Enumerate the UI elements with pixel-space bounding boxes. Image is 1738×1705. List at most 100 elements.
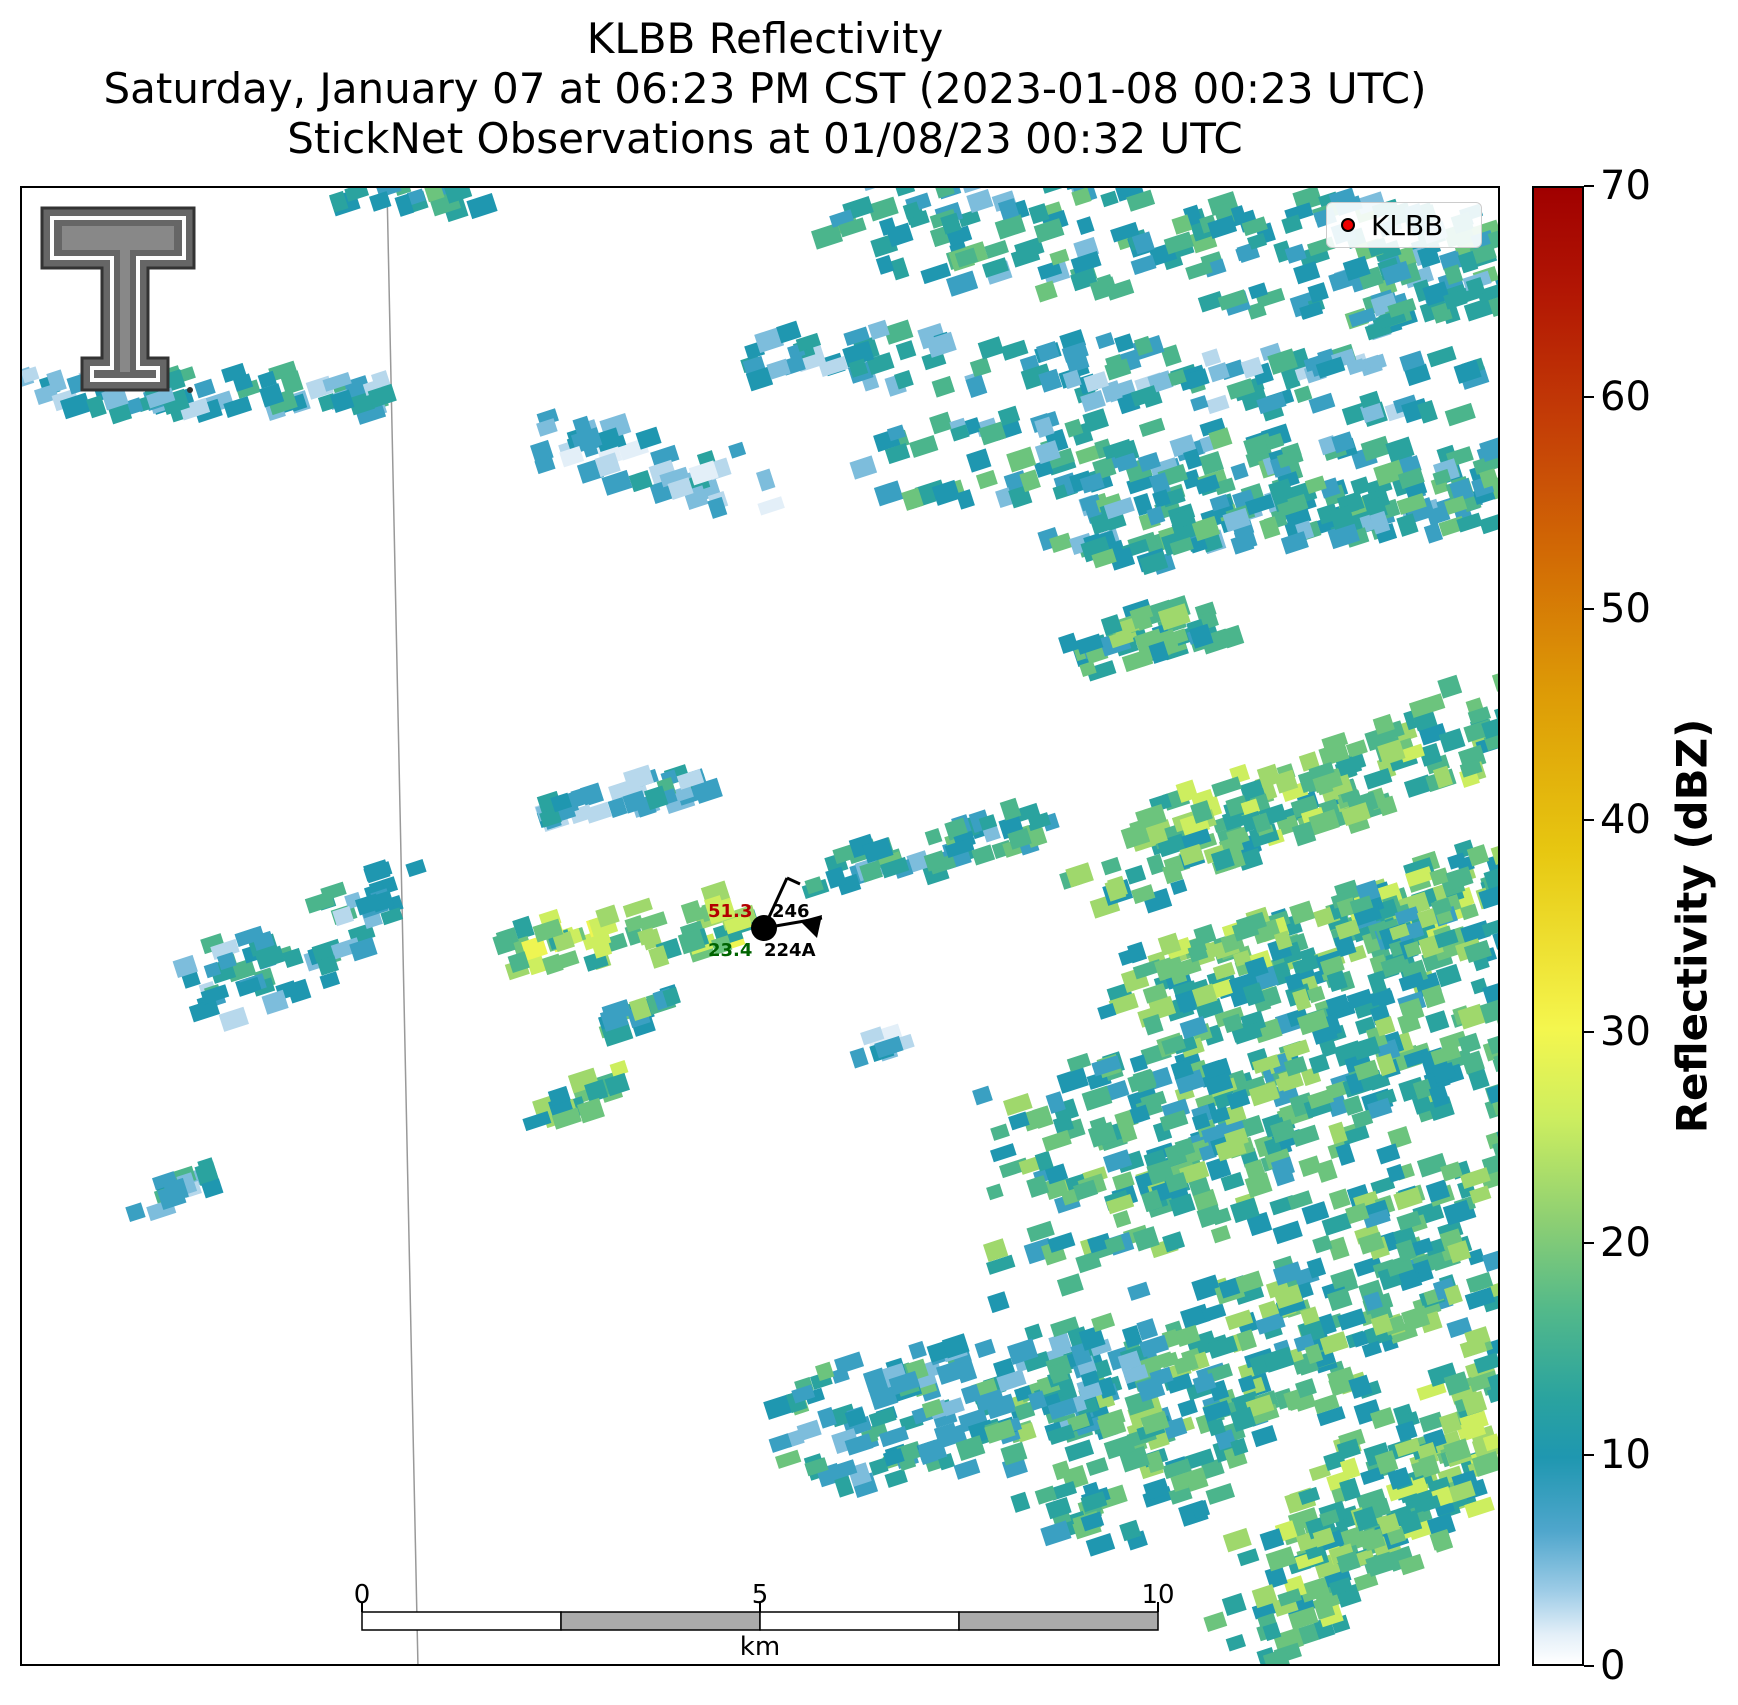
colorbar-tick xyxy=(1584,396,1594,399)
reflectivity-cell xyxy=(1295,1378,1317,1399)
reflectivity-cell xyxy=(1319,1509,1340,1527)
reflectivity-cell xyxy=(1283,1055,1308,1077)
reflectivity-cell xyxy=(1064,1439,1095,1462)
reflectivity-cell xyxy=(917,1437,948,1465)
reflectivity-cell xyxy=(328,190,349,213)
reflectivity-cell xyxy=(849,1047,869,1069)
reflectivity-cell xyxy=(145,387,176,409)
reflectivity-cell xyxy=(1403,774,1433,798)
reflectivity-cell xyxy=(1242,982,1266,1007)
reflectivity-cell xyxy=(1292,988,1312,1012)
reflectivity-cell xyxy=(1465,1271,1494,1293)
reflectivity-cell xyxy=(1192,1372,1217,1394)
reflectivity-cell xyxy=(522,1110,552,1132)
reflectivity-cell xyxy=(1079,660,1097,678)
reflectivity-cell xyxy=(1259,516,1281,540)
wind-arrow-head xyxy=(800,915,822,938)
reflectivity-cell xyxy=(1485,1130,1498,1150)
reflectivity-cell xyxy=(644,785,669,811)
reflectivity-cell xyxy=(815,1361,835,1382)
reflectivity-cell xyxy=(1007,827,1032,850)
reflectivity-cell xyxy=(1032,1105,1054,1129)
reflectivity-cell xyxy=(1008,1111,1030,1131)
reflectivity-cell xyxy=(1048,1362,1070,1384)
reflectivity-cell xyxy=(768,1433,793,1453)
reflectivity-cell xyxy=(886,222,914,248)
reflectivity-cell xyxy=(194,378,216,399)
reflectivity-cell xyxy=(1374,1015,1396,1037)
reflectivity-cell xyxy=(223,396,253,418)
reflectivity-cell xyxy=(1438,728,1466,753)
reflectivity-cell xyxy=(1442,1199,1473,1226)
reflectivity-cell xyxy=(1369,510,1391,535)
reflectivity-cell xyxy=(1014,1401,1036,1421)
reflectivity-cell xyxy=(754,327,785,354)
reflectivity-cell xyxy=(216,951,237,971)
reflectivity-cell xyxy=(723,913,753,935)
reflectivity-cell xyxy=(1353,1571,1379,1592)
reflectivity-cell xyxy=(1079,493,1102,512)
reflectivity-cell xyxy=(1091,1055,1122,1077)
reflectivity-cell xyxy=(1396,513,1419,537)
reflectivity-cell xyxy=(1429,1528,1453,1551)
reflectivity-cell xyxy=(1466,1248,1485,1266)
reflectivity-cell xyxy=(1139,551,1169,576)
reflectivity-cell xyxy=(1385,436,1415,463)
reflectivity-cell xyxy=(1117,1350,1142,1372)
reflectivity-cell xyxy=(1071,188,1092,207)
reflectivity-cell xyxy=(1268,478,1293,500)
reflectivity-cell xyxy=(707,496,728,519)
scale-unit: km xyxy=(739,1632,781,1662)
reflectivity-cell xyxy=(667,477,694,500)
reflectivity-cell xyxy=(1118,188,1142,197)
reflectivity-cell xyxy=(1174,1137,1196,1158)
colorbar-tick-label: 60 xyxy=(1600,374,1651,421)
reflectivity-cell xyxy=(1232,1022,1263,1045)
reflectivity-cell xyxy=(1488,294,1498,318)
reflectivity-cell xyxy=(1428,1084,1451,1108)
reflectivity-cell xyxy=(1328,1577,1353,1596)
reflectivity-cell xyxy=(868,1407,897,1428)
reflectivity-cell xyxy=(1323,1450,1347,1471)
reflectivity-cell xyxy=(1387,297,1417,318)
reflectivity-cell xyxy=(1481,916,1498,937)
reflectivity-cell xyxy=(1355,879,1381,904)
reflectivity-cell xyxy=(1034,440,1061,465)
reflectivity-cell xyxy=(1237,1548,1260,1567)
reflectivity-cell xyxy=(1482,981,1498,1004)
reflectivity-cell xyxy=(1144,1450,1165,1474)
texas-tech-logo xyxy=(40,206,196,393)
reflectivity-cell xyxy=(1490,840,1498,865)
reflectivity-cell xyxy=(1312,770,1343,794)
reflectivity-cell xyxy=(804,876,824,895)
colorbar-tick-label: 40 xyxy=(1600,797,1651,844)
reflectivity-cell xyxy=(946,270,979,297)
reflectivity-cell xyxy=(1056,1067,1089,1094)
reflectivity-cell xyxy=(1447,1240,1472,1264)
reflectivity-cell xyxy=(86,395,107,419)
reflectivity-cell xyxy=(1335,1142,1356,1166)
reflectivity-cell xyxy=(344,188,370,202)
reflectivity-cell xyxy=(791,1384,816,1404)
colorbar-tick-label: 30 xyxy=(1600,1008,1651,1055)
reflectivity-cell xyxy=(354,893,381,916)
colorbar-tick xyxy=(1584,1453,1594,1456)
reflectivity-cell xyxy=(1033,218,1065,243)
reflectivity-cell xyxy=(1315,1159,1338,1183)
reflectivity-cell xyxy=(1481,716,1498,740)
radar-map[interactable]: KLBB 51.3 246 23.4 224A xyxy=(20,186,1500,1666)
reflectivity-cell xyxy=(1443,1438,1472,1464)
reflectivity-cell xyxy=(961,188,986,194)
reflectivity-cell xyxy=(844,1407,867,1428)
reflectivity-cell xyxy=(1331,431,1355,454)
reflectivity-cell xyxy=(982,1238,1009,1263)
map-subtitle-time: Saturday, January 07 at 06:23 PM CST (20… xyxy=(103,64,1427,113)
reflectivity-cell xyxy=(1085,1457,1109,1477)
reflectivity-cell xyxy=(1002,1093,1033,1116)
reflectivity-cell xyxy=(1288,1606,1319,1631)
reflectivity-cell xyxy=(59,392,92,420)
reflectivity-cell xyxy=(862,837,894,864)
reflectivity-cell xyxy=(1131,604,1154,623)
reflectivity-cell xyxy=(235,379,261,399)
reflectivity-cell xyxy=(1000,1441,1028,1466)
